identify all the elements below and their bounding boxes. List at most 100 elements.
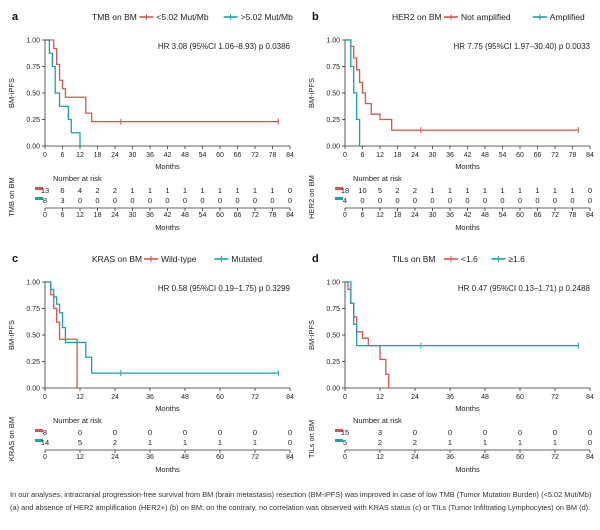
risk-count: 0 (588, 428, 592, 437)
km-curve-2 (345, 281, 579, 347)
risk-count: 0 (113, 428, 117, 437)
risk-count: 0 (235, 196, 239, 205)
risk-x-tick-label: 36 (146, 454, 154, 461)
risk-count: 0 (553, 428, 557, 437)
risk-x-tick-label: 48 (181, 454, 189, 461)
risk-x-tick-label: 84 (286, 454, 294, 461)
risk-row-swatch-1 (35, 187, 43, 190)
x-tick-label: 48 (481, 152, 489, 159)
risk-count: 0 (253, 428, 257, 437)
risk-x-tick-label: 84 (586, 212, 594, 219)
risk-count: 1 (253, 186, 257, 195)
y-tick-label: 0.75 (326, 64, 340, 71)
risk-count: 1 (235, 186, 239, 195)
x-tick-label: 18 (394, 152, 402, 159)
risk-count: 0 (588, 438, 592, 447)
x-tick-label: 12 (76, 394, 84, 401)
risk-count: 0 (553, 196, 557, 205)
risk-count: 0 (270, 196, 274, 205)
y-tick-label: 0.75 (326, 306, 340, 313)
risk-x-tick-label: 6 (361, 212, 365, 219)
risk-table-title: Number at risk (53, 416, 102, 425)
km-curve-2 (345, 39, 362, 147)
y-tick-label: 0.00 (26, 386, 40, 393)
risk-x-tick-label: 6 (61, 212, 65, 219)
y-tick-label: 0.75 (26, 64, 40, 71)
panel-letter: a (12, 11, 19, 23)
risk-count: 0 (535, 196, 539, 205)
risk-row-swatch-1 (35, 429, 43, 432)
risk-count: 0 (395, 196, 399, 205)
risk-count: 18 (341, 186, 349, 195)
x-axis-label: Months (155, 404, 180, 413)
risk-count: 0 (148, 196, 152, 205)
risk-count: 1 (448, 438, 452, 447)
risk-count: 1 (253, 438, 257, 447)
x-tick-label: 60 (216, 394, 224, 401)
risk-count: 0 (465, 196, 469, 205)
x-tick-label: 24 (111, 152, 119, 159)
risk-x-tick-label: 12 (376, 454, 384, 461)
y-tick-label: 1.00 (326, 38, 340, 45)
risk-x-tick-label: 60 (516, 454, 524, 461)
x-tick-label: 12 (376, 152, 384, 159)
x-tick-label: 42 (164, 152, 172, 159)
hazard-ratio-text: HR 0.47 (95%CI 0.13–1.71) p 0.2488 (458, 284, 591, 293)
y-tick-label: 1.00 (26, 280, 40, 287)
y-tick-label: 0.25 (326, 117, 340, 124)
x-tick-label: 12 (76, 152, 84, 159)
risk-count: 14 (41, 438, 49, 447)
x-tick-label: 6 (361, 152, 365, 159)
y-tick-label: 0.00 (326, 386, 340, 393)
risk-x-tick-label: 84 (586, 454, 594, 461)
risk-count: 10 (358, 186, 366, 195)
risk-count: 0 (360, 196, 364, 205)
risk-count: 1 (218, 186, 222, 195)
risk-count: 13 (41, 186, 49, 195)
risk-row-swatch-2 (35, 197, 43, 200)
risk-y-axis-label: TILs on BM (307, 420, 316, 458)
km-curve-2 (45, 281, 279, 374)
legend-entry-1: Wild-type (161, 254, 197, 264)
x-tick-label: 66 (534, 152, 542, 159)
y-axis-label: BM-iPFS (307, 320, 316, 350)
y-axis-label: BM-iPFS (7, 78, 16, 108)
risk-x-tick-label: 0 (43, 454, 47, 461)
risk-count: 2 (413, 186, 417, 195)
risk-x-tick-label: 60 (216, 212, 224, 219)
km-curve-1 (45, 39, 279, 123)
risk-count: 0 (288, 438, 292, 447)
x-tick-label: 84 (286, 394, 294, 401)
risk-y-axis-label: HER2 on BM (307, 175, 316, 219)
x-tick-label: 72 (551, 394, 559, 401)
risk-row-swatch-2 (35, 439, 43, 442)
y-axis-label: BM-iPFS (7, 320, 16, 350)
x-tick-label: 60 (216, 152, 224, 159)
legend-entry-1: <5.02 Mut/Mb (156, 12, 208, 22)
y-tick-label: 0.50 (26, 91, 40, 98)
risk-count: 0 (113, 196, 117, 205)
risk-count: 3 (378, 428, 382, 437)
legend-entry-2: Amplified (550, 12, 585, 22)
x-tick-label: 36 (446, 152, 454, 159)
risk-x-axis-label: Months (155, 223, 180, 232)
risk-x-tick-label: 12 (376, 212, 384, 219)
risk-count: 0 (183, 196, 187, 205)
risk-count: 0 (570, 196, 574, 205)
risk-x-tick-label: 72 (251, 454, 259, 461)
risk-count: 1 (218, 438, 222, 447)
risk-count: 6 (60, 186, 64, 195)
risk-count: 0 (500, 196, 504, 205)
risk-count: 1 (553, 186, 557, 195)
risk-x-tick-label: 54 (199, 212, 207, 219)
risk-count: 0 (78, 196, 82, 205)
x-tick-label: 66 (234, 152, 242, 159)
km-curve-1 (345, 39, 579, 131)
x-tick-label: 30 (429, 152, 437, 159)
risk-count: 0 (288, 428, 292, 437)
km-panel-b: b HER2 on BM Not amplified Amplified HR 7.75… (307, 11, 594, 232)
risk-count: 0 (165, 196, 169, 205)
risk-row-swatch-1 (335, 429, 343, 432)
x-tick-label: 78 (569, 152, 577, 159)
